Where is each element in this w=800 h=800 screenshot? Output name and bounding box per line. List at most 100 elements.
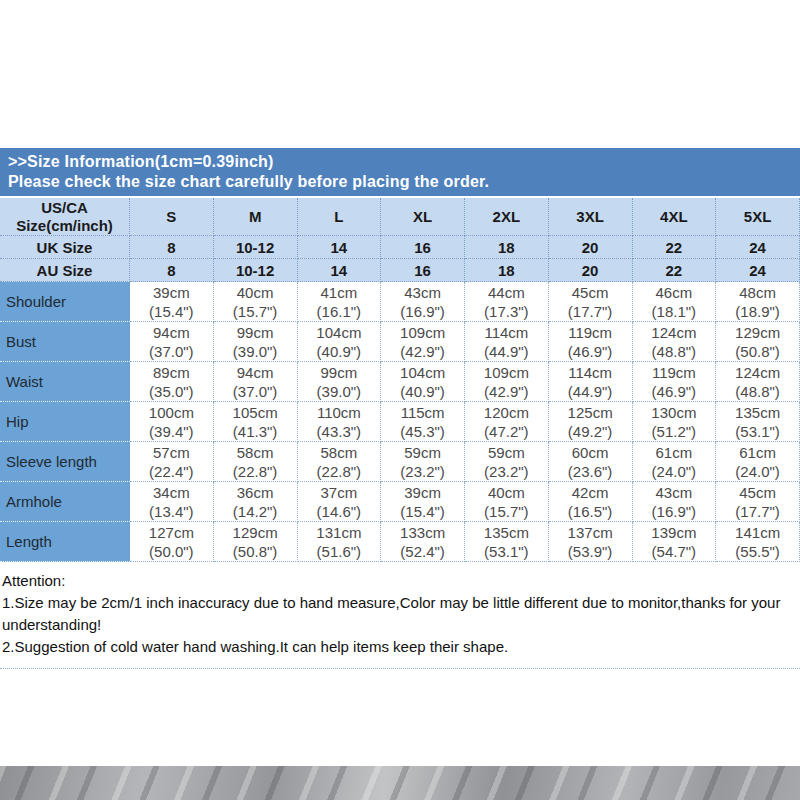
value-cm: 59cm <box>488 443 525 462</box>
value-cm: 46cm <box>656 283 693 302</box>
value-inch: (24.0") <box>735 462 780 481</box>
value-inch: (50.8") <box>735 342 780 361</box>
measurement-cell: 48cm(18.9") <box>716 282 800 322</box>
value-inch: (35.0") <box>149 382 194 401</box>
size-column-header: L <box>298 198 382 236</box>
value-inch: (15.7") <box>233 302 278 321</box>
au-size-value: 20 <box>549 259 633 282</box>
value-cm: 37cm <box>321 483 358 502</box>
measurement-label: Bust <box>0 322 130 362</box>
corner-line-1: US/CA <box>41 199 88 217</box>
value-cm: 61cm <box>656 443 693 462</box>
size-column-header: 4XL <box>633 198 717 236</box>
value-inch: (53.1") <box>484 542 529 561</box>
measurement-cell: 99cm(39.0") <box>214 322 298 362</box>
measurement-cell: 36cm(14.2") <box>214 482 298 522</box>
page-subtitle: Please check the size chart carefully be… <box>8 172 800 192</box>
measurement-cell: 44cm(17.3") <box>465 282 549 322</box>
measurement-cell: 124cm(48.8") <box>716 362 800 402</box>
value-cm: 130cm <box>651 403 696 422</box>
au-size-value: 24 <box>716 259 800 282</box>
uk-size-value: 22 <box>633 236 717 259</box>
size-column-header: M <box>214 198 298 236</box>
value-cm: 104cm <box>400 363 445 382</box>
uk-size-value: 16 <box>381 236 465 259</box>
measurement-cell: 39cm(15.4") <box>381 482 465 522</box>
value-inch: (44.9") <box>568 382 613 401</box>
measurement-cell: 46cm(18.1") <box>633 282 717 322</box>
value-cm: 39cm <box>404 483 441 502</box>
measurement-cell: 139cm(54.7") <box>633 522 717 562</box>
value-inch: (22.8") <box>233 462 278 481</box>
value-cm: 119cm <box>652 363 696 382</box>
value-inch: (37.0") <box>233 382 278 401</box>
value-inch: (39.4") <box>149 422 194 441</box>
value-inch: (15.7") <box>484 502 529 521</box>
measurement-cell: 41cm(16.1") <box>298 282 382 322</box>
measurement-label: Waist <box>0 362 130 402</box>
product-photo-strip <box>0 766 800 800</box>
corner-line-2: Size(cm/inch) <box>16 217 113 235</box>
value-inch: (22.8") <box>317 462 362 481</box>
value-cm: 40cm <box>488 483 525 502</box>
corner-header: US/CASize(cm/inch) <box>0 198 130 236</box>
measurement-cell: 34cm(13.4") <box>130 482 214 522</box>
attention-line-2: understanding! <box>2 614 796 636</box>
value-cm: 40cm <box>237 283 274 302</box>
measurement-cell: 60cm(23.6") <box>549 442 633 482</box>
value-cm: 124cm <box>735 363 780 382</box>
au-size-value: 10-12 <box>214 259 298 282</box>
attention-heading: Attention: <box>2 570 796 592</box>
value-cm: 124cm <box>651 323 696 342</box>
measurement-label: Sleeve length <box>0 442 130 482</box>
measurement-cell: 119cm(46.9") <box>549 322 633 362</box>
size-column-header: 5XL <box>716 198 800 236</box>
measurement-cell: 59cm(23.2") <box>465 442 549 482</box>
value-inch: (15.4") <box>149 302 194 321</box>
value-inch: (23.2") <box>484 462 529 481</box>
value-inch: (51.2") <box>652 422 697 441</box>
measurement-cell: 124cm(48.8") <box>633 322 717 362</box>
measurement-cell: 100cm(39.4") <box>130 402 214 442</box>
value-inch: (50.8") <box>233 542 278 561</box>
value-inch: (50.0") <box>149 542 194 561</box>
attention-line-3: 2.Suggestion of cold water hand washing.… <box>2 636 796 658</box>
size-column-header: 3XL <box>549 198 633 236</box>
measurement-cell: 129cm(50.8") <box>214 522 298 562</box>
measurement-cell: 114cm(44.9") <box>465 322 549 362</box>
measurement-label: Shoulder <box>0 282 130 322</box>
au-size-label: AU Size <box>0 259 130 282</box>
measurement-cell: 43cm(16.9") <box>633 482 717 522</box>
measurement-cell: 115cm(45.3") <box>381 402 465 442</box>
value-cm: 44cm <box>488 283 525 302</box>
value-inch: (40.9") <box>400 382 445 401</box>
value-cm: 125cm <box>568 403 613 422</box>
au-size-value: 8 <box>130 259 214 282</box>
value-cm: 110cm <box>317 403 361 422</box>
uk-size-value: 20 <box>549 236 633 259</box>
measurement-cell: 42cm(16.5") <box>549 482 633 522</box>
uk-size-value: 8 <box>130 236 214 259</box>
value-inch: (23.6") <box>568 462 613 481</box>
value-inch: (23.2") <box>400 462 445 481</box>
value-inch: (49.2") <box>568 422 613 441</box>
measurement-cell: 109cm(42.9") <box>465 362 549 402</box>
value-cm: 99cm <box>321 363 358 382</box>
measurement-cell: 135cm(53.1") <box>716 402 800 442</box>
measurement-cell: 133cm(52.4") <box>381 522 465 562</box>
value-cm: 43cm <box>404 283 441 302</box>
value-inch: (16.5") <box>568 502 613 521</box>
value-inch: (37.0") <box>149 342 194 361</box>
value-cm: 36cm <box>237 483 274 502</box>
value-inch: (55.5") <box>735 542 780 561</box>
value-inch: (18.1") <box>652 302 697 321</box>
attention-note: Attention: 1.Size may be 2cm/1 inch inac… <box>0 568 800 669</box>
value-inch: (17.7") <box>735 502 780 521</box>
measurement-label: Length <box>0 522 130 562</box>
value-inch: (53.9") <box>568 542 613 561</box>
value-cm: 114cm <box>568 363 612 382</box>
value-inch: (24.0") <box>652 462 697 481</box>
value-inch: (43.3") <box>317 422 362 441</box>
measurement-label: Armhole <box>0 482 130 522</box>
measurement-cell: 130cm(51.2") <box>633 402 717 442</box>
